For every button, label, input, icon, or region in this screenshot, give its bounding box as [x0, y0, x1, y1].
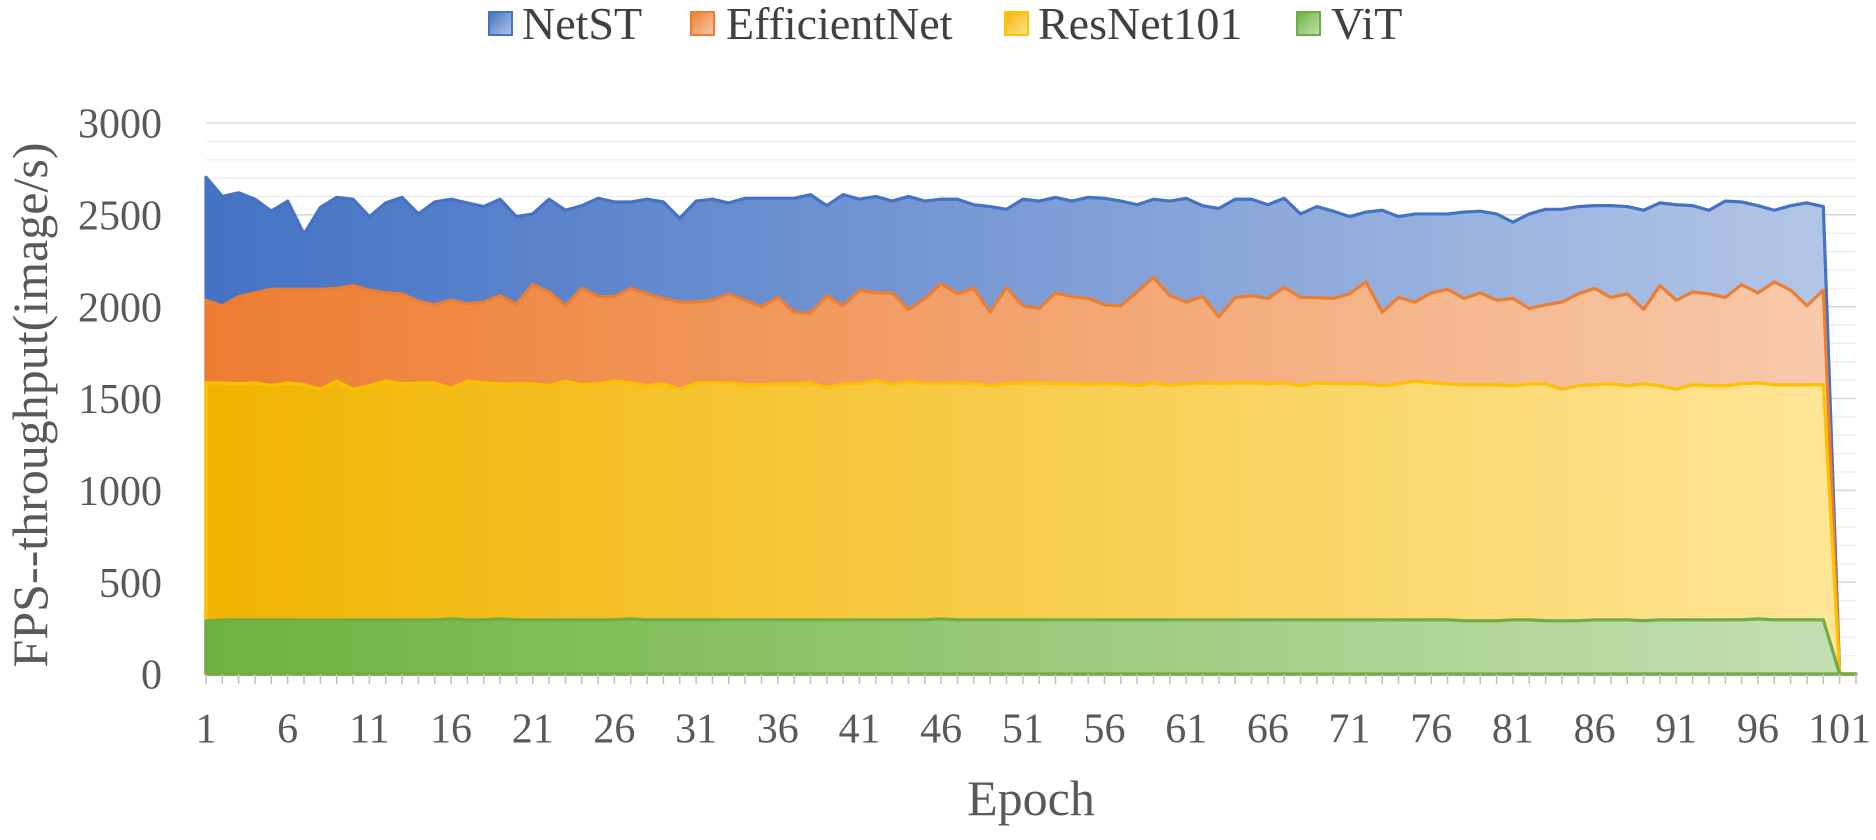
x-tick-label: 21	[512, 707, 554, 753]
legend-label-netst: NetST	[522, 0, 642, 49]
y-tick-label: 1000	[78, 469, 162, 515]
x-tick-label: 11	[349, 707, 389, 753]
y-tick-label: 500	[99, 561, 162, 607]
legend-swatch-netst	[488, 11, 513, 36]
x-tick-label: 76	[1410, 707, 1452, 753]
legend-label-resnet101: ResNet101	[1038, 0, 1242, 49]
x-tick-label: 96	[1737, 707, 1779, 753]
series-area-resnet101	[206, 380, 1856, 674]
x-tick-label: 51	[1002, 707, 1044, 753]
y-tick-label: 1500	[78, 377, 162, 423]
legend: NetST EfficientNet ResNet101 ViT	[488, 0, 1402, 49]
y-axis-title: FPS--throughput(image/s)	[2, 143, 58, 668]
legend-item-vit: ViT	[1296, 0, 1402, 49]
y-tick-label: 0	[141, 653, 162, 699]
x-tick-label: 1	[196, 707, 217, 753]
series-line-efficientnet	[204, 275, 1858, 676]
x-tick-label: 46	[920, 707, 962, 753]
x-tick-label: 86	[1574, 707, 1616, 753]
series-line-netst	[204, 175, 1858, 676]
x-tick-label: 91	[1655, 707, 1697, 753]
x-axis: 1 6 11 16 21 26 31 36 41 46 51 56 61 66 71 76 81 86 91 96 10…	[196, 674, 1871, 753]
x-axis-title: Epoch	[967, 770, 1095, 826]
x-tick-label: 26	[593, 707, 635, 753]
y-axis: 0 500 1000 1500 2000 2500 3000	[78, 102, 162, 699]
x-tick-label: 41	[838, 707, 880, 753]
x-tick-label: 66	[1247, 707, 1289, 753]
series-line-resnet101	[204, 378, 1858, 676]
y-tick-label: 3000	[78, 102, 162, 148]
x-tick-label: 16	[430, 707, 472, 753]
y-tick-label: 2000	[78, 285, 162, 331]
x-tick-label: 36	[757, 707, 799, 753]
legend-label-vit: ViT	[1331, 0, 1402, 49]
legend-item-resnet101: ResNet101	[1004, 0, 1242, 49]
legend-swatch-resnet101	[1004, 11, 1029, 36]
y-tick-label: 2500	[78, 194, 162, 240]
x-tick-label: 56	[1084, 707, 1126, 753]
legend-label-efficientnet: EfficientNet	[726, 0, 953, 49]
x-tick-label: 6	[277, 707, 298, 753]
series-area-vit	[206, 618, 1856, 674]
x-tick-label: 61	[1165, 707, 1207, 753]
x-tick-label: 81	[1492, 707, 1534, 753]
plot-area	[204, 175, 1858, 676]
legend-swatch-vit	[1296, 11, 1321, 36]
legend-swatch-efficientnet	[690, 11, 715, 36]
x-tick-label: 101	[1808, 707, 1871, 753]
series-line-vit	[204, 617, 1858, 676]
x-tick-label: 31	[675, 707, 717, 753]
x-tick-label: 71	[1329, 707, 1371, 753]
legend-item-netst: NetST	[488, 0, 642, 49]
legend-item-efficientnet: EfficientNet	[690, 0, 953, 49]
